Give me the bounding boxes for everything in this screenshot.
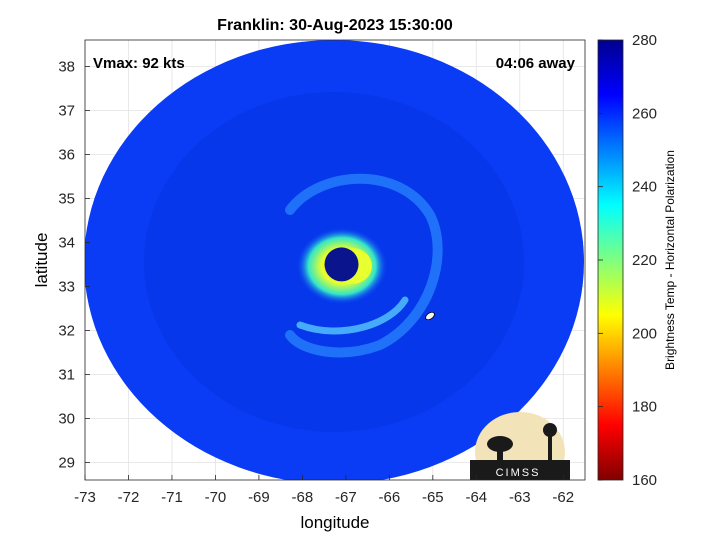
x-tick-label: -69: [248, 489, 270, 506]
colorbar-tick-label: 200: [632, 325, 657, 342]
y-tick-label: 31: [58, 366, 75, 383]
small-cell: [425, 311, 435, 321]
y-tick-label: 32: [58, 322, 75, 339]
y-tick-label: 30: [58, 410, 75, 427]
x-tick-label: -66: [379, 489, 401, 506]
y-tick-label: 38: [58, 58, 75, 75]
colorbar-label: Brightness Temp - Horizontal Polarizatio…: [663, 150, 677, 370]
vmax-annotation: Vmax: 92 kts: [93, 55, 185, 72]
x-tick-label: -72: [118, 489, 140, 506]
y-tick-label: 36: [58, 146, 75, 163]
y-axis-label: latitude: [32, 233, 51, 288]
colorbar-tick-label: 240: [632, 179, 657, 196]
y-tick-label: 34: [58, 234, 75, 251]
storm-eye: [324, 247, 359, 282]
x-axis-label: longitude: [300, 513, 369, 532]
cimss-logo: CIMSS: [470, 412, 570, 480]
chart-title: Franklin: 30-Aug-2023 15:30:00: [217, 17, 453, 34]
x-tick-label: -71: [161, 489, 183, 506]
y-tick-label: 37: [58, 102, 75, 119]
y-tick-label: 33: [58, 278, 75, 295]
colorbar-ticks: 160 180 200 220 240 260 280: [598, 32, 657, 489]
x-tick-label: -64: [465, 489, 487, 506]
x-tick-label: -63: [509, 489, 531, 506]
colorbar-tick-label: 160: [632, 472, 657, 489]
cimss-logo-text: CIMSS: [496, 467, 541, 479]
brightness-temperature-image: [85, 40, 584, 480]
y-tick-label: 35: [58, 190, 75, 207]
x-axis: -73 -72 -71 -70 -69 -68 -67 -66 -65 -64 -63 -62: [74, 475, 574, 506]
x-tick-label: -70: [205, 489, 227, 506]
colorbar-tick-label: 220: [632, 252, 657, 269]
rainband-outer: [285, 173, 443, 358]
y-axis: 29 30 31 32 33 34 35 36 37 38: [58, 58, 90, 471]
colorbar-tick-label: 280: [632, 32, 657, 49]
axes-frame: [84, 39, 586, 481]
y-tick-label: 29: [58, 454, 75, 471]
time-away-annotation: 04:06 away: [496, 55, 576, 72]
rainband-inner: [296, 296, 409, 335]
x-tick-label: -67: [335, 489, 357, 506]
colorbar-tick-label: 180: [632, 399, 657, 416]
x-tick-label: -68: [292, 489, 314, 506]
x-tick-label: -65: [422, 489, 444, 506]
x-tick-label: -73: [74, 489, 96, 506]
x-tick-label: -62: [552, 489, 574, 506]
colorbar-tick-label: 260: [632, 105, 657, 122]
